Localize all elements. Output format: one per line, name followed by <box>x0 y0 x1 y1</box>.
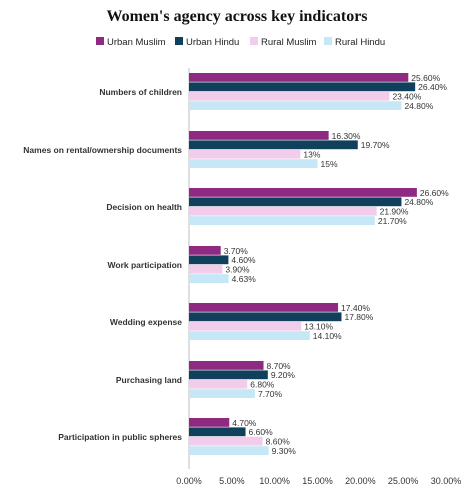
legend-swatch <box>175 37 183 45</box>
legend-label: Urban Hindu <box>186 37 239 48</box>
data-label: 13% <box>303 150 320 160</box>
bar <box>189 331 310 340</box>
bar <box>189 303 339 312</box>
x-tick-label: 0.00% <box>176 476 202 486</box>
data-label: 17.80% <box>344 312 373 322</box>
data-label: 3.70% <box>224 246 249 256</box>
legend-label: Rural Hindu <box>335 37 385 48</box>
x-tick-label: 10.00% <box>259 476 290 486</box>
x-tick-label: 20.00% <box>345 476 376 486</box>
data-label: 24.80% <box>404 197 433 207</box>
bar <box>189 73 409 82</box>
chart-title: Women's agency across key indicators <box>106 8 368 25</box>
data-label: 9.30% <box>272 446 297 456</box>
bar <box>189 82 416 92</box>
bar <box>189 370 268 380</box>
legend-label: Urban Muslim <box>107 37 166 48</box>
data-label: 8.70% <box>267 361 292 371</box>
bar <box>189 246 221 255</box>
category-label: Numbers of children <box>99 87 182 97</box>
category-label: Purchasing land <box>116 375 182 385</box>
category-label: Decision on health <box>106 202 182 212</box>
bar <box>189 361 264 370</box>
bar <box>189 321 302 331</box>
bar <box>189 255 229 265</box>
data-label: 23.40% <box>392 92 421 102</box>
bar <box>189 264 223 274</box>
data-label: 4.70% <box>232 418 257 428</box>
data-label: 8.60% <box>266 437 291 447</box>
x-tick-label: 25.00% <box>388 476 419 486</box>
data-label: 4.60% <box>231 255 256 265</box>
data-label: 4.63% <box>232 274 257 284</box>
data-label: 25.60% <box>411 73 440 83</box>
x-tick-label: 15.00% <box>302 476 333 486</box>
bar <box>189 149 301 159</box>
data-label: 26.60% <box>420 188 449 198</box>
data-label: 7.70% <box>258 389 283 399</box>
bar <box>189 206 377 216</box>
bar <box>189 418 230 427</box>
bar <box>189 312 342 322</box>
bar <box>189 159 318 168</box>
legend-label: Rural Muslim <box>261 37 317 48</box>
category-label: Names on rental/ownership documents <box>23 145 182 155</box>
bar <box>189 389 255 398</box>
bar <box>189 188 417 197</box>
data-label: 16.30% <box>332 131 361 141</box>
data-label: 13.10% <box>304 322 333 332</box>
bar <box>189 197 402 207</box>
data-label: 14.10% <box>313 331 342 341</box>
data-label: 6.60% <box>249 427 274 437</box>
bar <box>189 101 402 110</box>
bar <box>189 427 246 437</box>
bar <box>189 436 263 446</box>
data-label: 21.90% <box>380 207 409 217</box>
data-label: 26.40% <box>418 82 447 92</box>
bar <box>189 446 269 455</box>
bar <box>189 91 390 101</box>
data-label: 9.20% <box>271 370 296 380</box>
data-label: 15% <box>321 159 338 169</box>
bar <box>189 216 375 225</box>
legend-swatch <box>96 37 104 45</box>
category-label: Work participation <box>108 260 182 270</box>
data-label: 17.40% <box>341 303 370 313</box>
bar <box>189 131 329 140</box>
category-label: Participation in public spheres <box>58 432 182 442</box>
data-label: 6.80% <box>250 380 275 390</box>
data-label: 19.70% <box>361 140 390 150</box>
data-label: 24.80% <box>404 101 433 111</box>
data-label: 21.70% <box>378 216 407 226</box>
x-tick-label: 30.00% <box>431 476 462 486</box>
legend-swatch <box>250 37 258 45</box>
bar <box>189 274 229 283</box>
bar <box>189 379 248 389</box>
legend-swatch <box>324 37 332 45</box>
data-label: 3.90% <box>225 265 250 275</box>
category-label: Wedding expense <box>110 317 182 327</box>
bar <box>189 140 358 150</box>
x-tick-label: 5.00% <box>219 476 245 486</box>
